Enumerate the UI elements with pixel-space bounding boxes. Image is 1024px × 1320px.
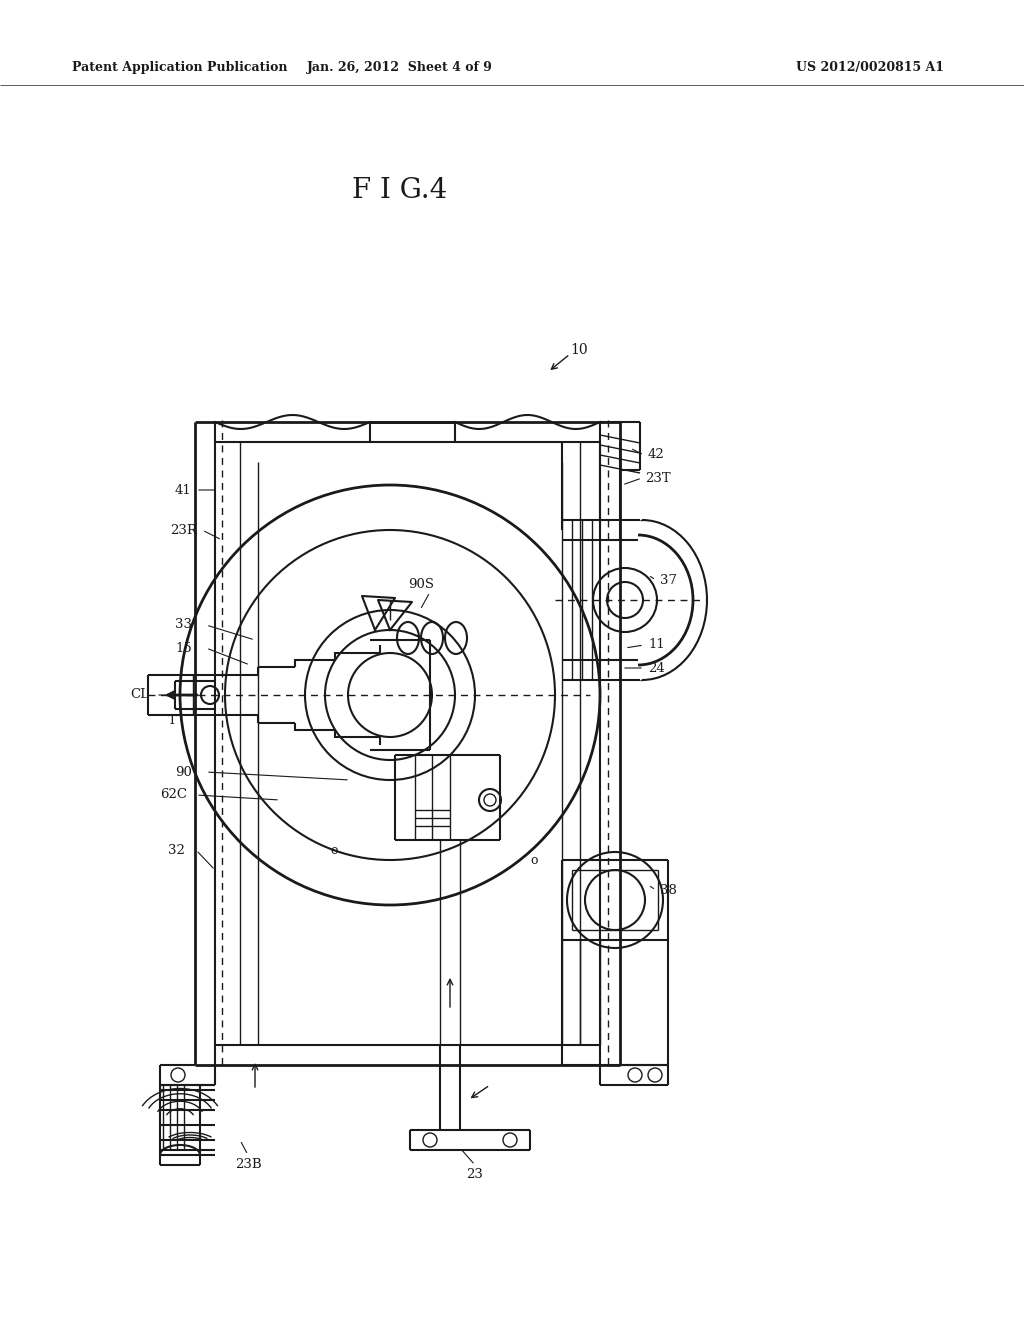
Text: Patent Application Publication: Patent Application Publication: [72, 62, 288, 74]
Text: 37: 37: [660, 573, 677, 586]
Text: 10: 10: [570, 343, 588, 356]
Text: o: o: [530, 854, 538, 866]
Text: 32: 32: [168, 843, 185, 857]
Text: T: T: [168, 714, 177, 726]
Text: Jan. 26, 2012  Sheet 4 of 9: Jan. 26, 2012 Sheet 4 of 9: [307, 62, 493, 74]
Text: 33: 33: [175, 619, 193, 631]
Text: 24: 24: [648, 661, 665, 675]
Text: o: o: [330, 843, 338, 857]
Text: 62C: 62C: [160, 788, 187, 801]
Text: 15: 15: [175, 642, 191, 655]
Text: 23B: 23B: [234, 1159, 261, 1172]
Text: 23R: 23R: [170, 524, 197, 536]
Text: 42: 42: [648, 449, 665, 462]
Text: 23: 23: [467, 1168, 483, 1181]
Text: 38: 38: [660, 883, 677, 896]
Text: 23T: 23T: [645, 471, 671, 484]
Text: 90S: 90S: [408, 578, 434, 591]
Text: F I G.4: F I G.4: [352, 177, 447, 203]
Text: 90: 90: [175, 766, 191, 779]
Text: 11: 11: [648, 639, 665, 652]
Text: CL: CL: [130, 689, 150, 701]
Text: 41: 41: [175, 483, 191, 496]
Text: US 2012/0020815 A1: US 2012/0020815 A1: [796, 62, 944, 74]
